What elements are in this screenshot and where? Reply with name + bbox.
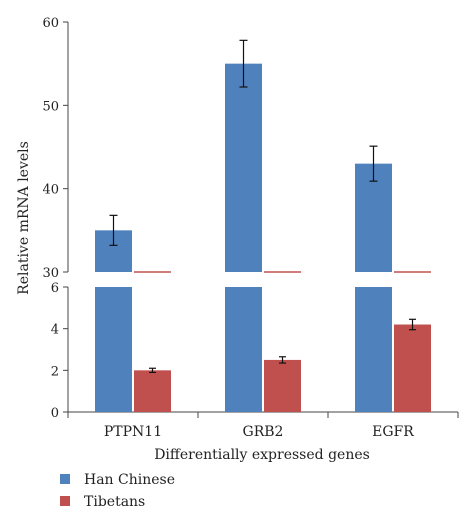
bar-tibetans [264,359,301,412]
y-tick-upper-label: 40 [42,183,59,198]
legend-swatch [60,474,70,484]
labels-layer: 30 40 50 60 0 2 4 6 PTPN11 GRB2 EGFR [42,16,414,440]
y-tick-upper-label: 50 [42,99,59,114]
y-tick-lower-label: 4 [51,323,59,338]
x-axis-title: Differentially expressed genes [154,447,370,463]
x-category-label: GRB2 [243,424,284,440]
bar-tibetans [134,370,171,412]
x-category-label: EGFR [372,424,414,440]
y-tick-upper-label: 60 [42,16,59,31]
bars-layer [95,39,431,412]
y-axis-title: Relative mRNA levels [16,141,32,295]
y-tick-lower-label: 2 [51,364,59,379]
legend-label: Han Chinese [84,472,175,488]
legend: Han Chinese Tibetans [60,472,175,510]
y-tick-lower-label: 6 [51,281,59,296]
x-category-label: PTPN11 [104,424,162,440]
bar-han-chinese-lower [355,287,392,412]
legend-label: Tibetans [84,494,145,510]
y-tick-upper-label: 30 [42,266,59,281]
bar-han-chinese-upper [225,63,262,272]
bar-tibetans [394,324,431,412]
y-tick-lower-label: 0 [51,406,59,421]
legend-swatch [60,496,70,506]
axes-layer [63,21,459,418]
bar-han-chinese-lower [225,287,262,412]
bar-han-chinese-lower [95,287,132,412]
